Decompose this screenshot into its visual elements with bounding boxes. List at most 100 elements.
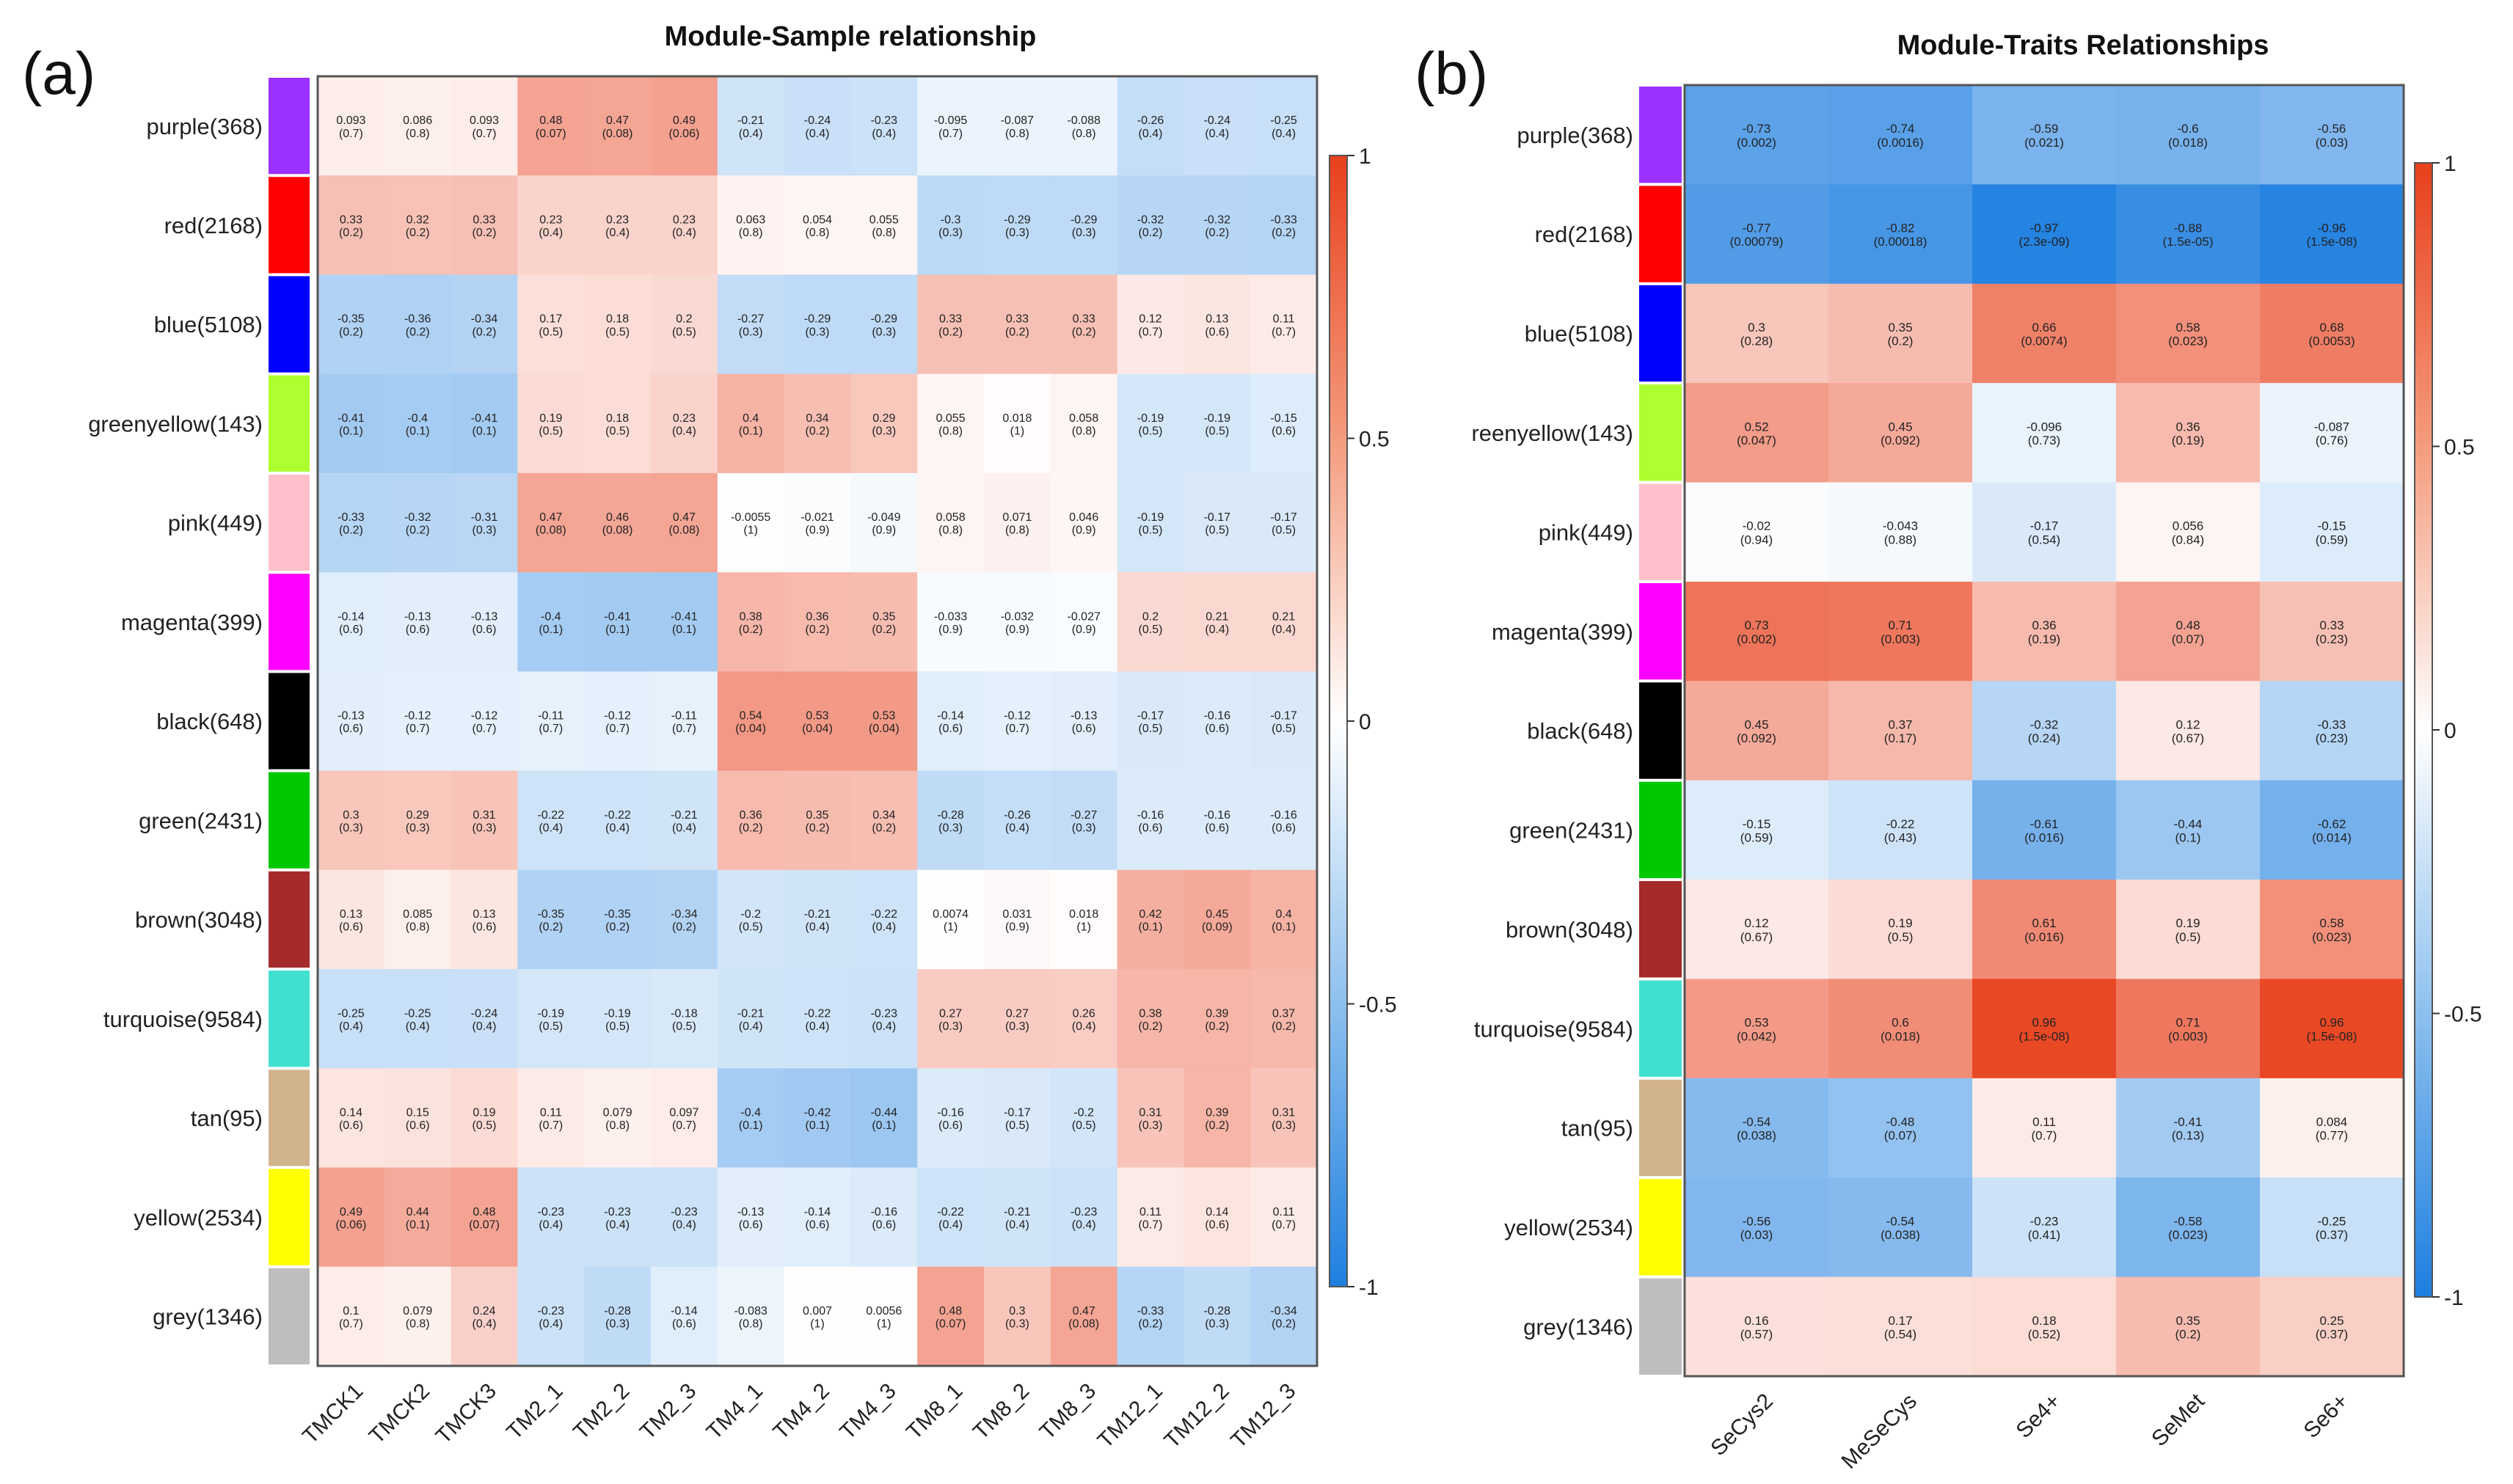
cell-pvalue-label: (0.6) — [473, 624, 497, 636]
cell-pvalue-label: (0.6) — [872, 1218, 896, 1231]
heatmap-cell — [584, 274, 652, 375]
cell-value-label: 0.11 — [1273, 313, 1295, 326]
heatmap-cell — [1117, 274, 1184, 375]
heatmap-cell — [850, 1068, 918, 1169]
cell-value-label: 0.058 — [1069, 412, 1098, 425]
cell-pvalue-label: (0.4) — [872, 921, 896, 934]
cell-value-label: 0.47 — [539, 511, 562, 524]
cell-pvalue-label: (0.54) — [1884, 1327, 1916, 1341]
heatmap-cell — [717, 1068, 785, 1169]
heatmap-cell — [1050, 869, 1118, 970]
heatmap-cell — [451, 770, 518, 871]
heatmap-cell — [1050, 175, 1118, 276]
panel-a-module-colors — [269, 78, 310, 1364]
heatmap-cell — [1250, 969, 1318, 1069]
cell-value-label: -0.31 — [471, 511, 498, 524]
colorbar-tick-label: -1 — [2444, 1286, 2464, 1310]
heatmap-cell — [517, 1266, 585, 1367]
panel-b-colorbar-ticks: 1 0.5 0 -0.5 -1 — [2432, 152, 2482, 1310]
cell-pvalue-label: (0.13) — [2172, 1129, 2204, 1143]
heatmap-cell — [384, 373, 452, 474]
heatmap-cell — [2260, 1276, 2404, 1377]
cell-value-label: 0.079 — [603, 1107, 632, 1119]
heatmap-cell — [784, 175, 851, 276]
heatmap-cell — [384, 274, 452, 375]
cell-value-label: 0.11 — [1139, 1206, 1161, 1218]
cell-value-label: -0.25 — [338, 1007, 365, 1020]
heatmap-cell — [1685, 85, 1829, 185]
cell-pvalue-label: (0.4) — [1272, 624, 1296, 636]
cell-pvalue-label: (0.5) — [1139, 425, 1163, 438]
cell-pvalue-label: (0.4) — [1072, 1218, 1096, 1231]
cell-pvalue-label: (0.8) — [406, 128, 430, 140]
cell-value-label: 0.6 — [1892, 1016, 1909, 1030]
cell-pvalue-label: (0.7) — [406, 723, 430, 735]
heatmap-cell — [584, 572, 652, 672]
module-color-swatch — [269, 276, 310, 373]
cell-value-label: 0.15 — [406, 1107, 429, 1119]
heatmap-cell — [2116, 581, 2261, 681]
cell-pvalue-label: (0.023) — [2168, 335, 2208, 348]
cell-value-label: -0.02 — [1743, 519, 1771, 533]
heatmap-cell — [1828, 880, 1973, 980]
panel-b-colorbar — [2414, 162, 2433, 1298]
cell-value-label: -0.33 — [2318, 717, 2346, 731]
cell-pvalue-label: (0.7) — [473, 128, 497, 140]
cell-value-label: 0.26 — [1073, 1007, 1095, 1020]
cell-pvalue-label: (0.1) — [539, 624, 563, 636]
cell-value-label: -0.32 — [404, 511, 431, 524]
module-color-swatch — [1639, 483, 1682, 580]
heatmap-cell — [384, 770, 452, 871]
cell-pvalue-label: (0.59) — [2316, 533, 2348, 547]
cell-value-label: 0.11 — [1273, 1206, 1295, 1218]
cell-pvalue-label: (0.021) — [2024, 136, 2064, 150]
cell-value-label: -0.2 — [1073, 1107, 1094, 1119]
heatmap-cell — [318, 770, 385, 871]
heatmap-cell — [1685, 1078, 1829, 1178]
row-label: turquoise(9584) — [1474, 1016, 1633, 1042]
cell-pvalue-label: (0.84) — [2172, 533, 2204, 547]
cell-value-label: 0.079 — [403, 1305, 432, 1317]
cell-value-label: 0.25 — [2319, 1314, 2344, 1328]
cell-pvalue-label: (0.17) — [1884, 731, 1916, 745]
cell-pvalue-label: (1) — [743, 524, 758, 537]
cell-value-label: 0.3 — [343, 809, 359, 822]
cell-value-label: 0.2 — [676, 313, 692, 326]
cell-pvalue-label: (0.2) — [1272, 1318, 1296, 1331]
cell-value-label: 0.007 — [803, 1305, 832, 1317]
cell-pvalue-label: (0.047) — [1737, 434, 1776, 447]
cell-pvalue-label: (0.2) — [1139, 1020, 1163, 1033]
cell-value-label: 0.35 — [1888, 321, 1912, 335]
cell-pvalue-label: (0.07) — [536, 128, 566, 140]
heatmap-cell — [1183, 274, 1251, 375]
cell-pvalue-label: (0.6) — [1272, 425, 1296, 438]
cell-value-label: 0.19 — [1888, 916, 1912, 930]
heatmap-cell — [384, 175, 452, 276]
heatmap-cell — [1050, 76, 1118, 176]
row-label: green(2431) — [139, 808, 263, 833]
cell-pvalue-label: (0.7) — [1005, 723, 1029, 735]
cell-value-label: 0.24 — [473, 1305, 495, 1317]
cell-value-label: -0.41 — [2174, 1115, 2203, 1129]
cell-value-label: 0.34 — [806, 412, 828, 425]
module-color-swatch — [269, 574, 310, 670]
heatmap-cell — [1050, 1167, 1118, 1268]
cell-value-label: -0.54 — [1886, 1214, 1915, 1228]
cell-value-label: -0.27 — [737, 313, 765, 326]
heatmap-cell — [517, 373, 585, 474]
cell-pvalue-label: (0.23) — [2316, 731, 2348, 745]
module-color-swatch — [1639, 1278, 1682, 1375]
heatmap-cell — [651, 969, 718, 1069]
heatmap-cell — [2116, 979, 2261, 1079]
cell-pvalue-label: (0.5) — [1005, 1119, 1029, 1132]
heatmap-cell — [717, 770, 785, 871]
cell-value-label: 0.031 — [1002, 908, 1032, 921]
cell-pvalue-label: (0.4) — [872, 128, 896, 140]
panel-a-colorbar — [1329, 155, 1348, 1287]
cell-value-label: 0.35 — [806, 809, 828, 822]
cell-value-label: -0.13 — [404, 610, 431, 623]
cell-pvalue-label: (0.08) — [669, 524, 700, 537]
cell-value-label: 0.36 — [2175, 420, 2200, 434]
cell-pvalue-label: (0.4) — [539, 822, 563, 834]
heatmap-cell — [451, 572, 518, 672]
